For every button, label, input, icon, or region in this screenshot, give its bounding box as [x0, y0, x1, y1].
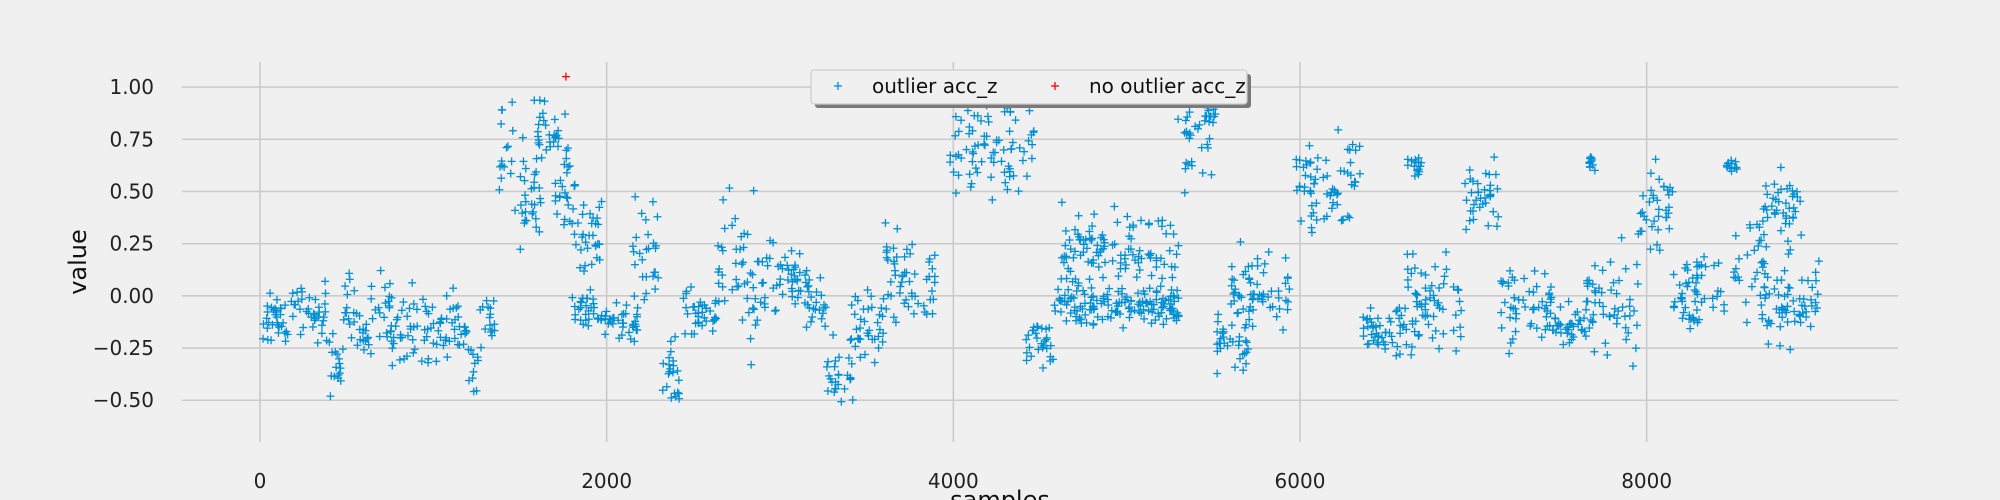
y-tick-label: 0.50	[109, 179, 154, 203]
legend: outlier acc_z no outlier acc_z	[811, 70, 1251, 108]
legend-label-outlier: outlier acc_z	[872, 74, 998, 98]
x-tick-label: 8000	[1621, 469, 1672, 493]
x-tick-label: 6000	[1275, 469, 1326, 493]
y-tick-label: −0.50	[93, 388, 154, 412]
x-tick-label: 0	[254, 469, 267, 493]
x-tick-label: 2000	[581, 469, 632, 493]
y-tick-label: 0.00	[109, 284, 154, 308]
x-axis-label: samples	[950, 486, 1050, 500]
y-axis-label: value	[64, 229, 92, 295]
y-tick-label: 0.75	[109, 127, 154, 151]
y-tick-label: 0.25	[109, 232, 154, 256]
y-tick-label: 1.00	[109, 75, 154, 99]
legend-label-no-outlier: no outlier acc_z	[1089, 74, 1246, 98]
y-tick-label: −0.25	[93, 336, 154, 360]
